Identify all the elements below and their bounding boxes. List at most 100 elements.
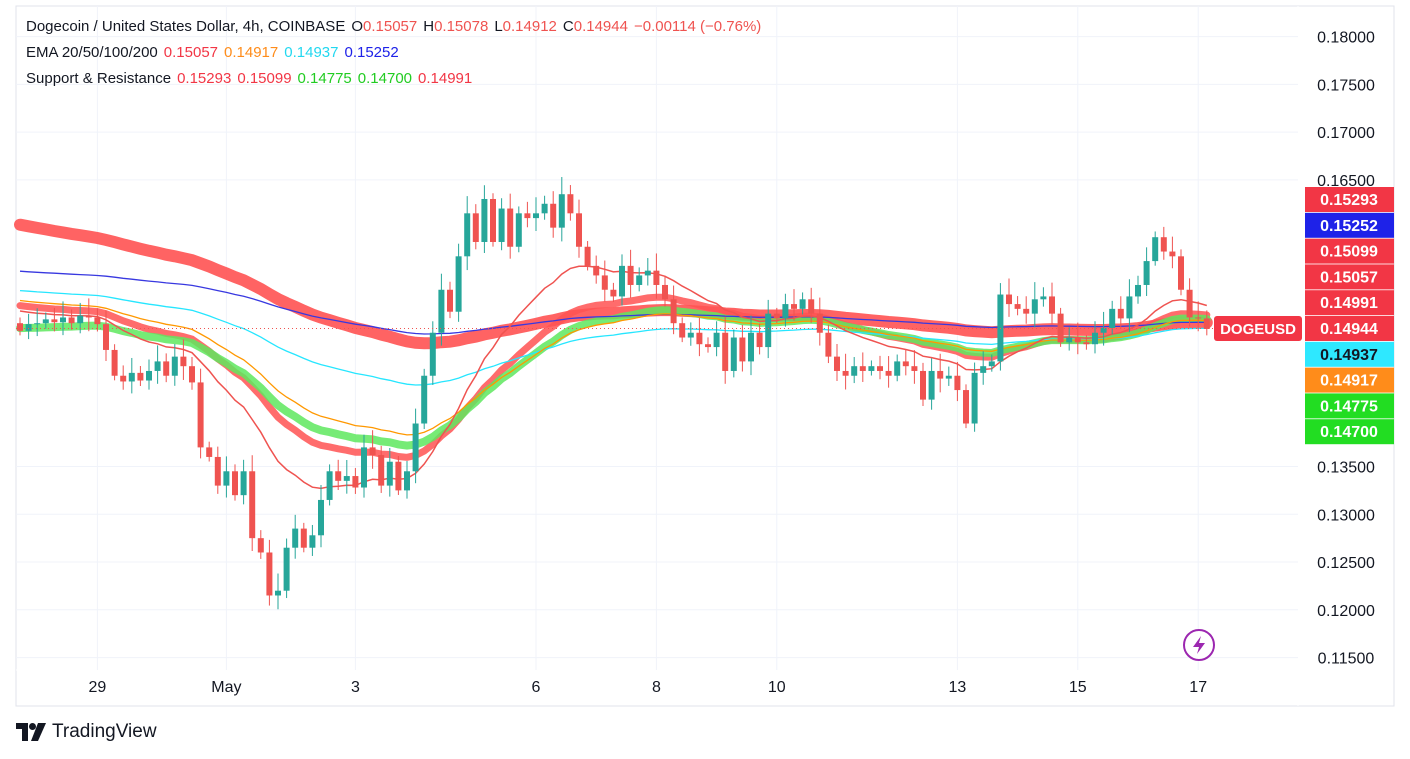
x-tick-label: 15 [1069,679,1087,696]
ema100-value: 0.14937 [284,44,339,61]
ema200-value: 0.15252 [344,44,399,61]
candle-body [997,294,1004,362]
ohlc-legend: Dogecoin / United States Dollar, 4h, COI… [26,18,767,35]
high-value: 0.15078 [434,18,489,35]
candle-body [610,289,617,297]
price-label-box [1305,238,1394,264]
x-tick-label: 10 [768,679,786,696]
candle-body [902,361,909,367]
candle-body [361,447,367,488]
candle-body [429,332,436,376]
y-tick-label: 0.12500 [1317,555,1375,572]
candle-body [352,476,359,488]
candle-body [894,361,901,376]
candle-body [722,332,729,371]
candle-body [524,213,531,219]
candle-body [851,366,858,376]
candle-body [653,270,660,285]
price-label-text: 0.14937 [1320,347,1378,364]
candle-body [232,471,238,496]
candle-body [920,370,926,400]
price-axis[interactable]: 0.18000 0.17500 0.17000 0.16500 0.13500 0.130… [1317,30,1375,668]
candle-body [739,337,746,362]
price-label: 0.15252 [1305,212,1394,238]
candle-body [576,213,582,247]
candle-body [275,590,281,596]
price-label-text: 0.14700 [1320,424,1378,441]
x-tick-label: May [211,679,241,696]
candle-body [103,324,109,350]
candle-body [1100,327,1107,333]
candle-body [1014,304,1021,309]
candle-body [404,471,410,491]
y-tick-label: 0.17500 [1317,77,1375,94]
change-value: −0.00114 (−0.76%) [633,18,762,35]
candle-body [1066,337,1073,343]
candle-body [601,275,608,290]
low-label: L [494,18,503,35]
candle-body [911,366,918,371]
candle-body [111,349,118,376]
candle-body [1006,294,1012,305]
candle-body [679,323,686,338]
candle-body [77,315,84,324]
candle-body [378,455,385,486]
candle-body [223,471,230,486]
sr-label: Support & Resistance [26,70,172,87]
price-label-box [1305,264,1394,290]
candle-body [782,304,789,319]
candle-body [421,375,428,424]
candle-body [1031,299,1038,314]
candle-body [1049,296,1055,314]
candle-body [1195,317,1202,319]
price-label: 0.14944 DOGEUSD [1214,316,1394,341]
candle-body [472,213,479,242]
candle-body [791,304,797,309]
candle-body [773,313,780,319]
price-label-text: 0.15057 [1320,269,1378,286]
candle-body [249,471,256,539]
price-label-text: 0.14917 [1320,373,1378,390]
tradingview-brand[interactable]: TradingView [16,721,157,743]
ema-legend[interactable]: EMA 20/50/100/200 0.15057 0.14917 0.14937 0.… [26,44,405,61]
price-labels: 0.15293 0.15252 0.15099 0.15057 0.14991 0.149… [1214,187,1394,445]
sr-legend[interactable]: Support & Resistance 0.15293 0.15099 0.1477… [26,70,478,87]
close-label: C [562,18,574,35]
candle-body [816,313,823,333]
time-axis[interactable]: 29 May 3 6 8 10 13 15 17 [89,679,1208,696]
support-band [16,306,1211,450]
candle-body [662,284,668,300]
price-label-box [1305,393,1394,419]
candle-body [558,194,565,228]
candle-body [713,332,720,348]
y-tick-label: 0.11500 [1318,651,1375,668]
candle-body [438,289,445,333]
lightning-icon[interactable] [1183,629,1215,661]
ema50-line [19,299,1207,436]
candle-body [120,375,127,382]
candle-body [937,370,944,379]
sr-value-1: 0.15293 [177,70,232,87]
candle-body [163,361,170,376]
candle-body [146,370,152,381]
open-value: 0.15057 [363,18,418,35]
candle-body [335,471,342,481]
candle-body [877,366,883,371]
grid-lines [16,6,1298,670]
candle-body [395,461,402,491]
candle-body [51,319,58,323]
candle-body [85,315,92,318]
x-tick-label: 29 [89,679,107,696]
candle-body [885,370,892,376]
resistance-band [14,218,1213,350]
price-label: 0.15057 [1305,264,1394,290]
candle-body [567,194,574,214]
candle-body [154,361,161,371]
candle-body [825,332,832,357]
high-label: H [423,18,435,35]
candle-body [68,317,75,324]
candle-body [765,313,772,348]
price-label: 0.14775 [1305,393,1394,419]
candle-body [859,366,866,371]
